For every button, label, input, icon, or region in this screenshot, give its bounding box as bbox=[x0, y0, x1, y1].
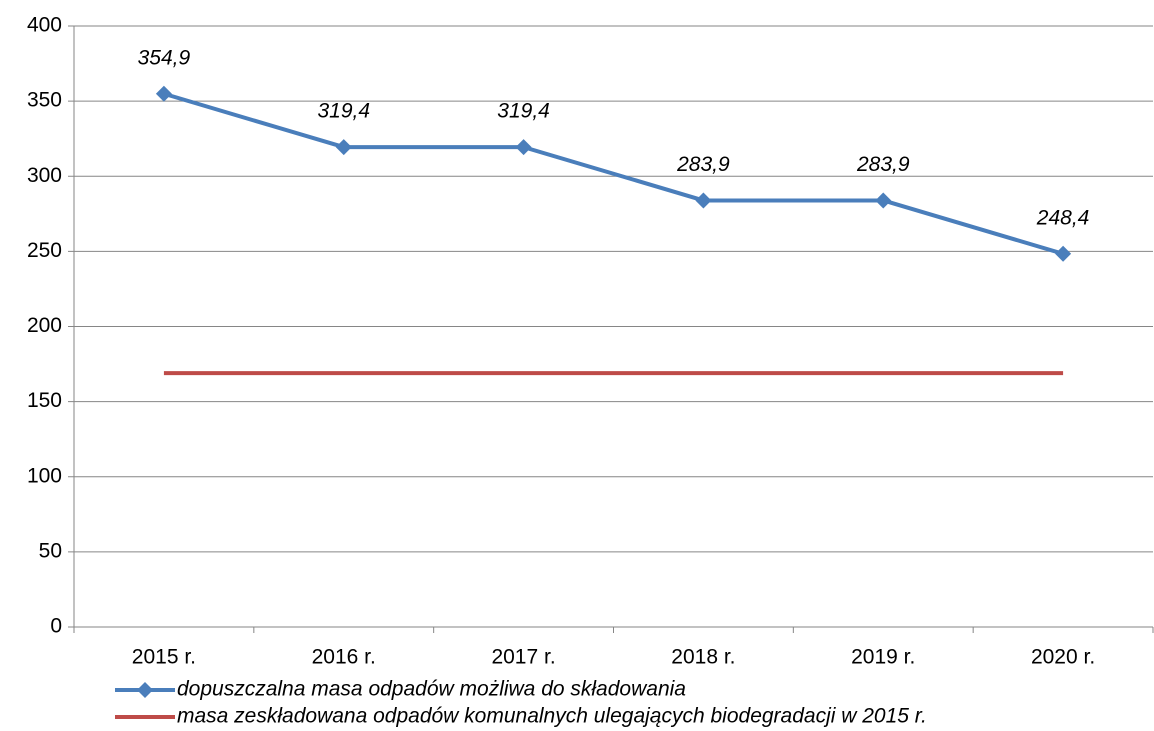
y-tick-label: 50 bbox=[39, 539, 62, 562]
legend-marker bbox=[137, 682, 153, 698]
legend-label: masa zeskładowana odpadów komunalnych ul… bbox=[177, 705, 927, 728]
marker bbox=[695, 192, 712, 209]
x-tick-label: 2018 r. bbox=[671, 646, 735, 669]
y-tick-label: 350 bbox=[27, 89, 62, 112]
data-label: 248,4 bbox=[1036, 206, 1090, 229]
x-tick-label: 2020 r. bbox=[1031, 646, 1095, 669]
y-tick-label: 100 bbox=[27, 464, 62, 487]
data-label: 283,9 bbox=[676, 153, 730, 176]
series-line bbox=[163, 91, 1064, 256]
marker bbox=[1055, 245, 1072, 262]
marker bbox=[875, 192, 892, 209]
x-tick-label: 2017 r. bbox=[491, 646, 555, 669]
marker bbox=[515, 139, 532, 156]
y-tick-label: 150 bbox=[27, 389, 62, 412]
marker bbox=[155, 85, 172, 102]
y-tick-label: 300 bbox=[27, 164, 62, 187]
y-tick-label: 250 bbox=[27, 239, 62, 262]
legend-label: dopuszczalna masa odpadów możliwa do skł… bbox=[177, 678, 686, 701]
y-tick-label: 0 bbox=[50, 615, 62, 638]
x-tick-label: 2019 r. bbox=[851, 646, 915, 669]
y-tick-label: 200 bbox=[27, 314, 62, 337]
y-tick-label: 400 bbox=[27, 14, 62, 37]
x-tick-label: 2016 r. bbox=[312, 646, 376, 669]
data-label: 283,9 bbox=[856, 153, 910, 176]
marker bbox=[335, 139, 352, 156]
data-label: 319,4 bbox=[497, 100, 550, 123]
data-label: 319,4 bbox=[317, 100, 370, 123]
data-label: 354,9 bbox=[138, 46, 191, 69]
x-tick-label: 2015 r. bbox=[132, 646, 196, 669]
